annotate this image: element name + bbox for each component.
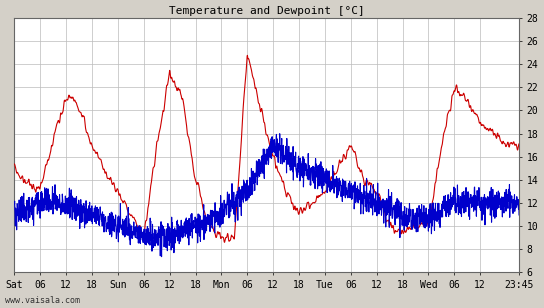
Text: www.vaisala.com: www.vaisala.com xyxy=(5,296,81,305)
Title: Temperature and Dewpoint [°C]: Temperature and Dewpoint [°C] xyxy=(169,6,364,16)
